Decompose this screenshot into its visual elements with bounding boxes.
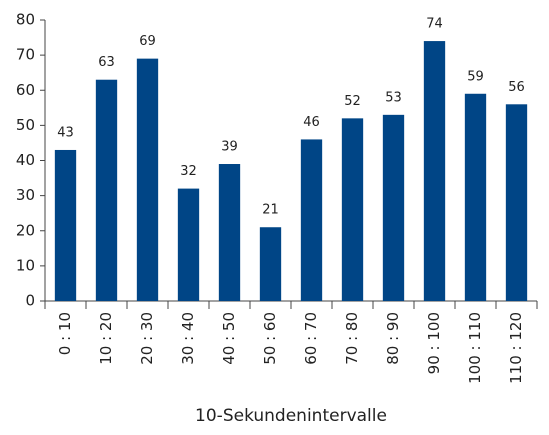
data-label: 69 — [139, 34, 156, 49]
y-tick-label: 50 — [16, 116, 35, 134]
data-label: 74 — [426, 17, 443, 32]
x-tick-label: 80 : 90 — [384, 312, 402, 365]
data-label: 52 — [344, 94, 361, 109]
x-tick-label: 60 : 70 — [302, 312, 320, 365]
x-tick-label: 50 : 60 — [261, 312, 279, 365]
data-label: 46 — [303, 115, 320, 130]
y-tick-label: 60 — [16, 81, 35, 99]
y-tick-label: 0 — [25, 292, 35, 310]
x-tick-label: 10 : 20 — [97, 312, 115, 365]
bar — [300, 139, 323, 301]
x-tick-label: 0 : 10 — [56, 312, 74, 355]
bar — [505, 104, 528, 301]
data-label: 56 — [508, 80, 525, 95]
data-label: 32 — [180, 164, 197, 179]
x-tick-label: 70 : 80 — [343, 312, 361, 365]
data-label: 43 — [57, 125, 74, 140]
x-tick-label: 100 : 110 — [466, 312, 484, 384]
y-tick-label: 30 — [16, 186, 35, 204]
bar — [259, 227, 282, 301]
x-tick-label: 20 : 30 — [138, 312, 156, 365]
data-label: 53 — [385, 90, 402, 105]
x-tick-label: 30 : 40 — [179, 312, 197, 365]
bar — [136, 58, 159, 302]
bar — [423, 41, 446, 301]
data-label: 39 — [221, 140, 238, 155]
data-label: 59 — [467, 69, 484, 84]
y-tick-label: 10 — [16, 256, 35, 274]
bar — [218, 164, 241, 301]
y-tick-label: 80 — [16, 11, 35, 29]
y-tick-label: 40 — [16, 151, 35, 169]
bar — [341, 118, 364, 301]
y-tick-label: 20 — [16, 221, 35, 239]
bar — [177, 188, 200, 301]
data-label: 21 — [262, 203, 279, 218]
bar — [54, 149, 77, 301]
x-tick-label: 110 : 120 — [507, 312, 525, 384]
bar — [382, 114, 405, 302]
bar — [95, 79, 118, 302]
data-label: 63 — [98, 55, 115, 70]
x-tick-label: 40 : 50 — [220, 312, 238, 365]
bar — [464, 93, 487, 301]
x-axis-title: 10-Sekundenintervalle — [195, 406, 387, 426]
y-tick-label: 70 — [16, 46, 35, 64]
x-tick-label: 90 : 100 — [425, 312, 443, 374]
